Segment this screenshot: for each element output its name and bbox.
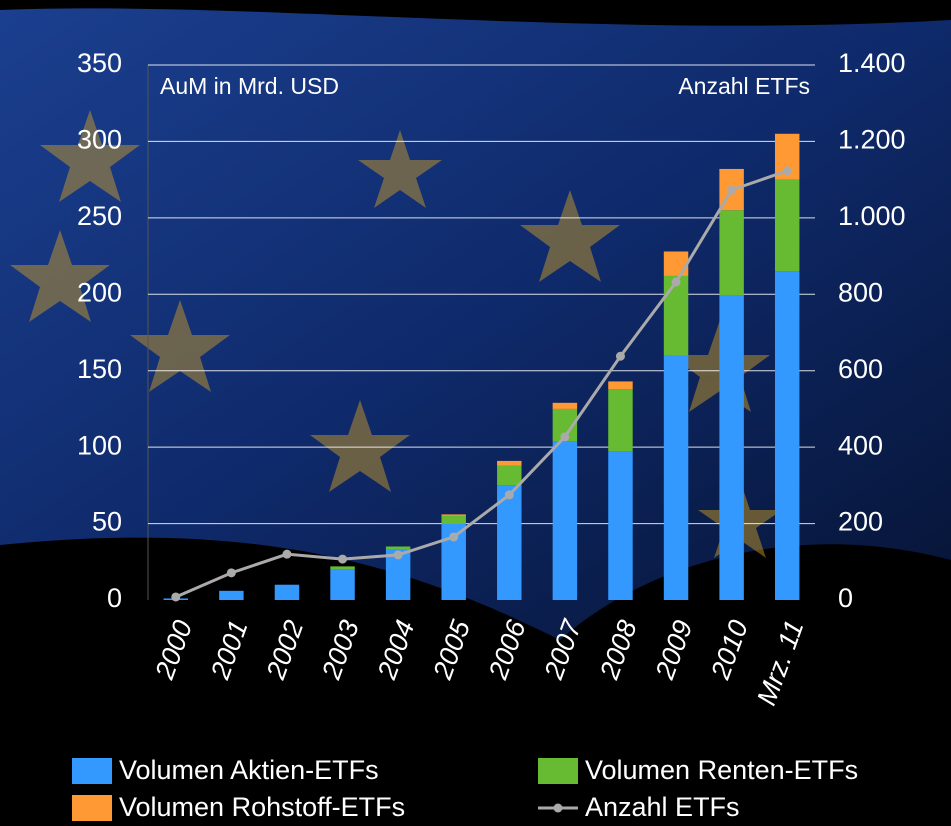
y2-tick-label: 1.000: [838, 201, 906, 231]
bar-segment: [330, 566, 355, 570]
line-series: [175, 169, 788, 599]
line-marker: [782, 166, 792, 176]
bar-segment: [608, 389, 633, 452]
y2-tick-label: 1.200: [838, 125, 906, 155]
legend-marker: [553, 803, 563, 813]
bar-segment: [274, 584, 300, 600]
y-tick-label: 250: [77, 201, 122, 231]
y-tick-label: 200: [77, 277, 122, 307]
bar-segment: [663, 251, 689, 276]
line-marker: [338, 554, 348, 564]
y2-tick-label: 0: [838, 583, 853, 613]
line-marker: [171, 592, 181, 602]
line-marker: [615, 351, 625, 361]
y-axis-title: AuM in Mrd. USD: [160, 73, 339, 99]
line-marker: [560, 432, 570, 442]
bar-segment: [441, 514, 466, 516]
legend-swatch: [538, 758, 578, 784]
legend-label: Volumen Aktien-ETFs: [119, 755, 379, 785]
y-tick-label: 300: [77, 125, 122, 155]
line-marker: [393, 550, 403, 560]
legend-label: Volumen Renten-ETFs: [585, 755, 858, 785]
bar-segment: [774, 179, 800, 272]
bar-segment: [608, 451, 633, 600]
bar-segment: [330, 569, 355, 600]
y-tick-label: 350: [77, 48, 122, 78]
line-marker: [727, 185, 737, 195]
bar-segment: [719, 295, 744, 600]
flag-background: [0, 8, 951, 641]
y2-tick-label: 800: [838, 277, 883, 307]
y-tick-label: 150: [77, 354, 122, 384]
bar-segment: [385, 546, 411, 550]
y-tick-label: 0: [107, 583, 122, 613]
y2-axis-title: Anzahl ETFs: [678, 73, 810, 99]
y2-tick-label: 1.400: [838, 48, 906, 78]
legend-swatch: [72, 758, 112, 784]
y2-tick-label: 200: [838, 507, 883, 537]
line-marker: [671, 277, 681, 287]
legend-swatch: [72, 795, 112, 821]
bar-segment: [552, 402, 578, 409]
bar-segment: [774, 271, 800, 600]
bar-segment: [441, 515, 466, 524]
legend-label: Anzahl ETFs: [585, 792, 740, 822]
bar-segment: [552, 441, 578, 600]
y-tick-label: 50: [92, 507, 122, 537]
bar-segment: [719, 210, 744, 296]
y-tick-label: 100: [77, 430, 122, 460]
line-marker: [504, 490, 514, 500]
line-marker: [226, 568, 236, 578]
line-marker: [449, 532, 459, 542]
legend-label: Volumen Rohstoff-ETFs: [119, 792, 405, 822]
bar-segment: [497, 465, 522, 486]
line-marker: [282, 549, 292, 559]
y2-tick-label: 400: [838, 430, 883, 460]
bar-segment: [663, 355, 689, 600]
bar-segment: [608, 381, 633, 390]
bar-segment: [497, 485, 522, 600]
bar-segment: [497, 460, 522, 466]
bar-segment: [219, 590, 244, 600]
bar-segment: [663, 275, 689, 356]
y2-tick-label: 600: [838, 354, 883, 384]
